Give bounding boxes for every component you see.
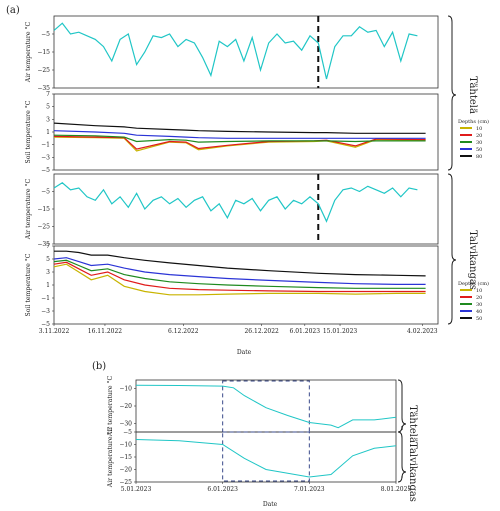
legend-label: 50 [476,147,482,153]
series-line-30 [53,134,426,143]
panel-a-label: (a) [6,5,20,16]
series-line-80 [53,122,426,134]
y-tick-label: 5 [46,256,50,263]
series-line-50 [54,250,426,277]
site-bracket [447,15,457,171]
series-line-10 [53,136,426,152]
chart-panel-2: Air temperature °C −5 −15 −25 −35 [25,173,439,248]
y-tick-label: −15 [37,206,50,213]
y-tick-label: −15 [119,454,132,461]
site1-label: Tähtelä [467,76,478,114]
site-bracket [397,379,407,433]
y-tick-label: −5 [41,31,50,38]
series-line-20 [53,135,426,150]
x-tick-label: 16.11.2022 [88,328,123,335]
x-tick-label: 3.11.2022 [39,328,70,335]
x-tick-label: 4.02.2023 [407,328,438,335]
series-line-0 [135,439,397,478]
highlight-box [222,380,310,433]
series-line-30 [53,259,426,289]
chart-panel-5: Air temperature °C −5 −10 −15 −20 −255.01.202… [107,426,411,493]
series-line-10 [53,263,426,296]
x-tick-label: 26.12.2022 [244,328,279,335]
series-line-0 [53,22,418,80]
y-tick-label: −25 [37,224,50,231]
highlight-box [222,431,310,482]
x-tick-label: 8.01.2023 [381,486,412,493]
y-tick-label: −35 [37,241,50,248]
y-tick-label: −3 [41,308,50,315]
y-axis-label: Air temperature °C [107,375,114,437]
x-tick-label: 7.01.2023 [294,486,325,493]
plot-frame [135,379,397,433]
y-tick-label: 1 [46,282,50,289]
y-tick-label: −10 [119,386,132,393]
series-line-20 [53,261,426,293]
y-axis-label: Air temperature °C [107,426,114,488]
site2-label: Talvikangas [467,230,478,290]
y-tick-label: −25 [37,67,50,74]
x-tick-label: 5.01.2023 [121,486,152,493]
y-tick-label: −5 [41,189,50,196]
x-tick-label: 15.01.2023 [323,328,358,335]
y-tick-label: 1 [46,129,50,136]
y-axis-label: Soil temperature °C [25,253,32,316]
y-tick-label: 7 [46,243,50,250]
site-bracket [447,173,457,325]
series-line-40 [53,257,426,285]
x-tick-label: 6.01.2023 [290,328,321,335]
plot-frame [53,15,439,89]
y-tick-label: −35 [37,85,50,92]
x-axis-label-a: Date [237,349,252,356]
series-line-50 [53,130,426,139]
y-tick-label: −10 [119,442,132,449]
legend-label: 40 [476,309,482,315]
y-axis-label: Air temperature °C [25,178,32,240]
y-tick-label: 3 [46,116,50,123]
site2-label-b: Talvikangas [407,442,418,502]
y-tick-label: −5 [123,429,132,436]
y-tick-label: 3 [46,269,50,276]
chart-panel-1: Soil temperature °C 7 5 3 1 −1 −3 −5 Depths (cm)… [25,91,489,174]
y-tick-label: −5 [41,167,50,174]
legend-label: 30 [476,302,482,308]
y-tick-label: −15 [37,49,50,56]
legend-label: 20 [476,295,482,301]
series-line-0 [53,182,418,223]
y-tick-label: −30 [119,420,132,427]
chart-panel-3: Soil temperature °C 7 5 3 1 −1 −3 −53.11.2022 16… [25,243,489,335]
chart-panel-4: Air temperature °C −10 −20 −30 [107,375,397,437]
y-tick-label: 5 [46,104,50,111]
y-axis-label: Air temperature °C [25,21,32,83]
y-tick-label: −1 [41,295,50,302]
legend-label: 10 [476,288,482,294]
x-axis-label-b: Date [263,501,278,508]
plot-frame [53,173,439,245]
legend-label: 20 [476,133,482,139]
legend-title: Depths (cm) [458,118,489,125]
y-tick-label: −3 [41,154,50,161]
site1-label-b: Tähtelä [407,405,418,443]
legend-title: Depths (cm) [458,280,489,287]
x-tick-label: 6.01.2023 [207,486,238,493]
panel-b-label: (b) [92,361,106,372]
legend-label: 50 [476,316,482,322]
x-tick-label: 6.12.2022 [168,328,199,335]
y-tick-label: −20 [119,403,132,410]
series-line-0 [135,384,397,429]
legend-label: 10 [476,126,482,132]
legend-label: 80 [476,154,482,160]
chart-panel-0: Air temperature °C −5 −15 −25 −35 [25,15,439,92]
y-tick-label: −20 [119,467,132,474]
plot-frame [135,431,397,483]
y-tick-label: −25 [119,479,132,486]
y-tick-label: 7 [46,91,50,98]
legend-label: 30 [476,140,482,146]
y-axis-label: Soil temperature °C [25,100,32,163]
y-tick-label: −1 [41,142,50,149]
site-bracket [397,431,407,483]
y-tick-label: −5 [41,321,50,328]
